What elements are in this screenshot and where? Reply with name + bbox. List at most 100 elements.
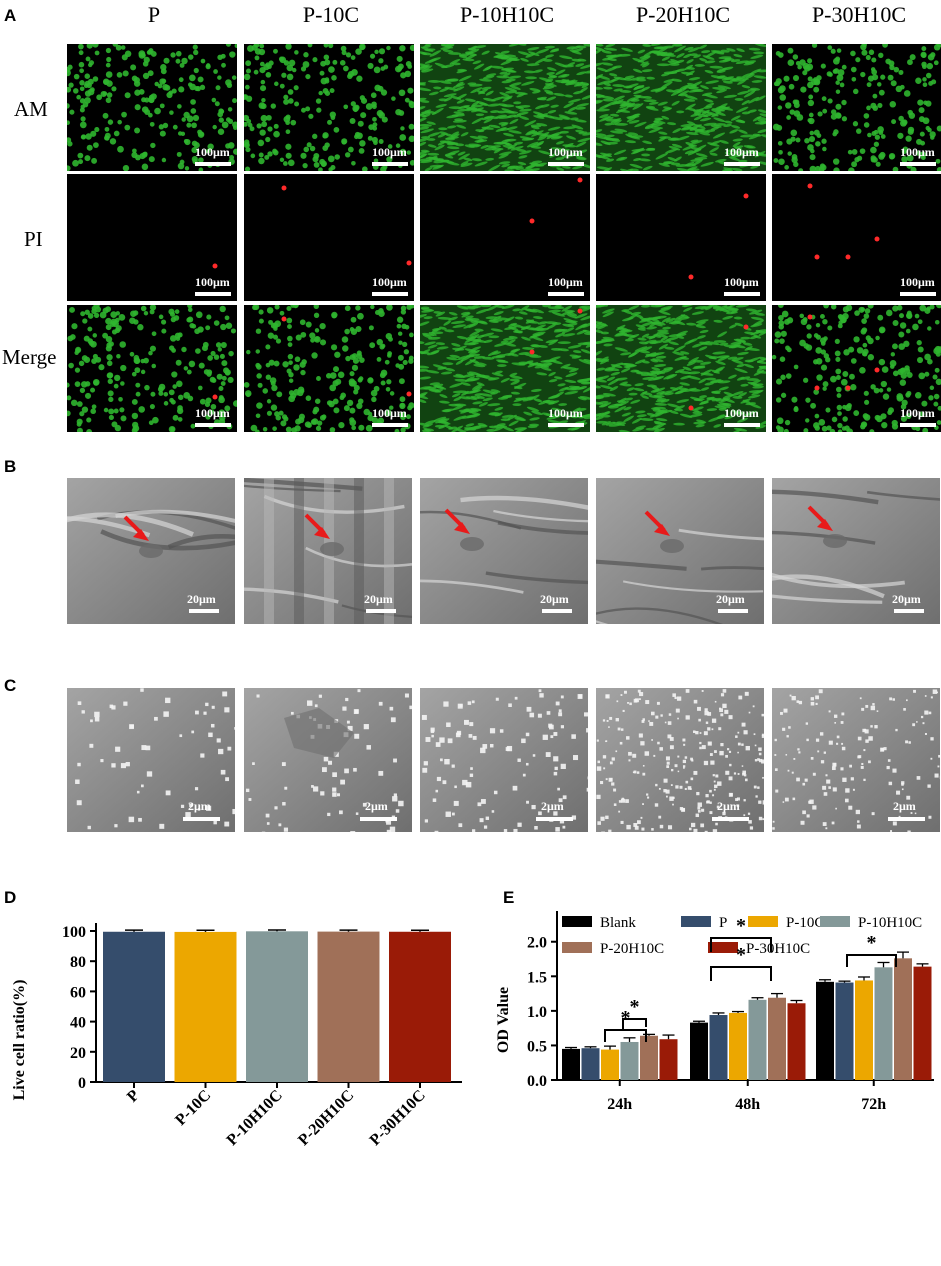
legend-label: P-30H10C bbox=[746, 941, 810, 957]
scale-bar-label: 2μm bbox=[717, 799, 740, 813]
x-tick-label: P-10C bbox=[172, 1087, 214, 1129]
y-tick-label: 40 bbox=[70, 1015, 86, 1032]
bar bbox=[855, 980, 873, 1080]
error-bar bbox=[838, 980, 851, 983]
error-bar bbox=[819, 979, 831, 982]
scale-bar bbox=[195, 423, 231, 427]
legend-swatch bbox=[681, 916, 711, 927]
scale-bar bbox=[900, 423, 936, 427]
legend-label: Blank bbox=[600, 915, 636, 931]
legend-label: P-10C bbox=[786, 915, 824, 931]
scale-bar-label: 100μm bbox=[195, 406, 230, 420]
fluorescence-image bbox=[772, 174, 941, 301]
bar bbox=[562, 1048, 580, 1080]
error-bar bbox=[268, 929, 286, 932]
error-bar bbox=[771, 992, 783, 998]
bar bbox=[246, 931, 308, 1082]
legend-swatch bbox=[748, 916, 778, 927]
bar bbox=[389, 931, 451, 1082]
y-tick-label: 80 bbox=[70, 954, 86, 971]
y-tick-label: 2.0 bbox=[527, 935, 547, 952]
legend-label: P-20H10C bbox=[600, 941, 664, 957]
error-bar bbox=[604, 1045, 616, 1050]
error-bar bbox=[858, 976, 870, 981]
bar bbox=[835, 982, 854, 1080]
micrograph bbox=[596, 688, 764, 832]
od-value-chart: 0.0 0.5 1.0 1.5 2.0 24h 48h 72h Blank P P-10C P-10… bbox=[495, 911, 934, 1113]
error-bar bbox=[411, 929, 429, 932]
significance-star: * bbox=[867, 932, 877, 954]
scale-bar-label: 20μm bbox=[187, 592, 216, 606]
scale-bar-label: 100μm bbox=[372, 275, 407, 289]
scale-bar-label: 100μm bbox=[548, 275, 583, 289]
scale-bar bbox=[724, 162, 760, 166]
fluorescence-image bbox=[244, 44, 414, 171]
bar bbox=[894, 958, 912, 1080]
sem-cell-image bbox=[596, 478, 764, 624]
bar bbox=[174, 931, 237, 1082]
error-bar bbox=[565, 1046, 577, 1049]
x-tick-label: P-20H10C bbox=[295, 1087, 357, 1149]
scale-bar bbox=[894, 609, 924, 613]
scale-bar bbox=[183, 817, 220, 821]
significance-star: * bbox=[630, 996, 640, 1018]
error-bar bbox=[751, 997, 764, 1000]
column-header-p-10c: P-10C bbox=[302, 2, 360, 27]
scale-bar-label: 100μm bbox=[724, 406, 759, 420]
fluorescence-image bbox=[772, 305, 941, 432]
micrograph bbox=[281, 185, 412, 266]
column-header-p-10h10c: P-10H10C bbox=[459, 2, 555, 27]
panel-label-d: D bbox=[4, 888, 17, 907]
sem-cell-image bbox=[772, 478, 940, 624]
scale-bar-label: 100μm bbox=[900, 406, 935, 420]
micrograph bbox=[67, 688, 235, 832]
scale-bar bbox=[712, 817, 749, 821]
y-tick-label: 0.0 bbox=[527, 1073, 547, 1090]
sem-cell-image bbox=[67, 478, 235, 624]
scale-bar-label: 20μm bbox=[892, 592, 921, 606]
y-tick-label: 1.5 bbox=[527, 969, 547, 986]
significance-star: * bbox=[736, 944, 746, 966]
error-bar bbox=[662, 1034, 675, 1040]
legend-swatch bbox=[562, 916, 592, 927]
legend-label: P bbox=[719, 915, 727, 931]
fluorescence-image bbox=[596, 44, 766, 171]
scale-bar bbox=[372, 292, 408, 296]
sem-surface-image bbox=[596, 688, 764, 832]
y-tick-label: 60 bbox=[70, 984, 86, 1001]
bar bbox=[690, 1022, 708, 1080]
row-header-merge: Merge bbox=[2, 345, 57, 369]
error-bar bbox=[712, 1012, 725, 1016]
x-tick-label: P-10H10C bbox=[224, 1087, 286, 1149]
scale-bar bbox=[366, 609, 396, 613]
scale-bar bbox=[372, 423, 408, 427]
micrograph bbox=[420, 688, 588, 832]
scale-bar-label: 100μm bbox=[195, 275, 230, 289]
error-bar bbox=[732, 1010, 744, 1013]
fluorescence-image bbox=[420, 305, 590, 432]
scale-bar bbox=[724, 292, 760, 296]
chart-d-y-axis-label: Live cell ratio(%) bbox=[11, 980, 28, 1101]
error-bar bbox=[584, 1046, 597, 1049]
scale-bar-label: 2μm bbox=[365, 799, 388, 813]
error-bar bbox=[643, 1033, 655, 1036]
scale-bar bbox=[900, 292, 936, 296]
live-cell-ratio-chart: 0 20 40 60 80 100 P P-10C P-10H10C P-20H10C P-30H1… bbox=[11, 923, 462, 1149]
chart-e-significance: * **** bbox=[604, 915, 897, 1042]
bar bbox=[748, 999, 767, 1080]
scale-bar bbox=[888, 817, 925, 821]
significance-bracket: * bbox=[710, 915, 772, 952]
error-bar bbox=[916, 963, 929, 967]
micrograph bbox=[772, 688, 940, 832]
x-tick-label: 72h bbox=[861, 1096, 886, 1113]
scale-bar-label: 100μm bbox=[724, 275, 759, 289]
bar bbox=[816, 981, 834, 1080]
scale-bar-label: 100μm bbox=[195, 145, 230, 159]
bar bbox=[620, 1041, 639, 1080]
error-bar bbox=[125, 929, 143, 932]
sem-surface-image bbox=[420, 688, 588, 832]
legend-swatch bbox=[708, 942, 738, 953]
micrograph bbox=[772, 478, 940, 624]
fluorescence-image bbox=[67, 44, 237, 171]
